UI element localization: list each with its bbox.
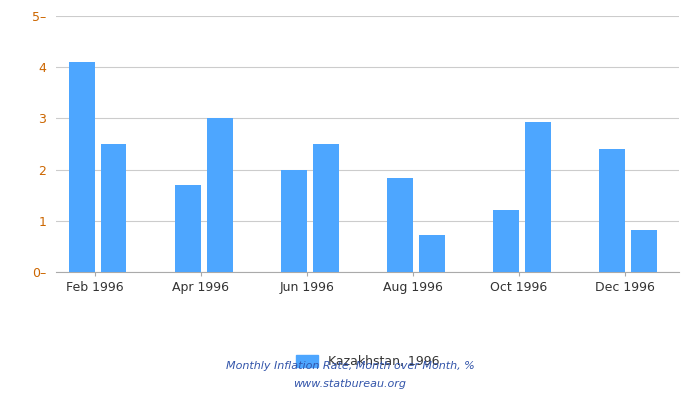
Bar (419, 235, 445, 272)
Bar (69, 62, 95, 272)
Bar (206, 118, 232, 272)
Bar (101, 144, 127, 272)
Bar (494, 210, 519, 272)
Bar (387, 178, 413, 272)
Text: Monthly Inflation Rate, Month over Month, %: Monthly Inflation Rate, Month over Month… (225, 361, 475, 371)
Bar (313, 144, 339, 272)
Bar (525, 122, 551, 272)
Bar (599, 149, 625, 272)
Bar (631, 230, 657, 272)
Bar (281, 170, 307, 272)
Bar (175, 185, 201, 272)
Text: www.statbureau.org: www.statbureau.org (293, 379, 407, 389)
Legend: Kazakhstan, 1996: Kazakhstan, 1996 (290, 350, 444, 373)
